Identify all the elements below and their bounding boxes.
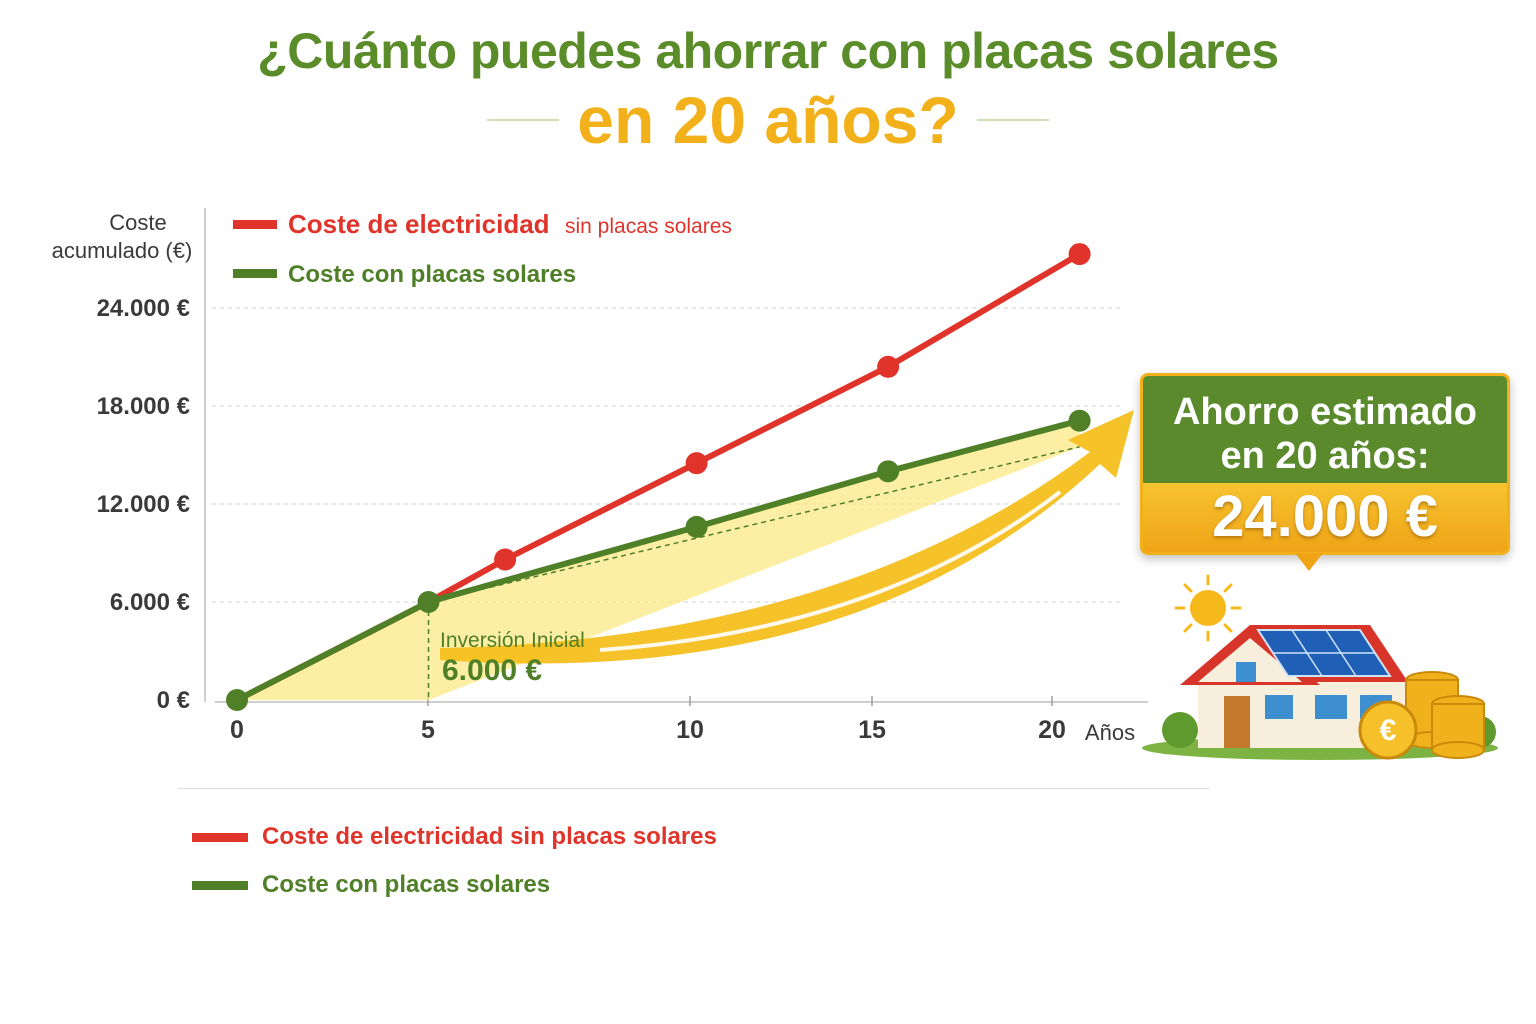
- page-title: ¿Cuánto puedes ahorrar con placas solare…: [257, 23, 1279, 79]
- solar-panel-icon: [1256, 629, 1392, 677]
- y-tick-label: 6.000 €: [110, 589, 190, 616]
- legend-swatch-green: [233, 269, 277, 278]
- legend-swatch-red: [233, 220, 277, 229]
- x-tick-label: 10: [676, 716, 704, 744]
- x-tick-label: 15: [858, 716, 886, 744]
- red-data-point: [877, 355, 900, 378]
- x-tick-label: 0: [230, 716, 244, 744]
- coin-label: €: [1380, 714, 1397, 747]
- callout-amount: 24.000 €: [1140, 483, 1510, 555]
- y-tick-label: 24.000 €: [97, 295, 190, 322]
- callout-pointer: [1295, 553, 1323, 571]
- bottom-legend-item-red: Coste de electricidad sin placas solares: [192, 823, 717, 851]
- red-data-point: [1068, 243, 1091, 266]
- legend-swatch-red: [192, 832, 248, 842]
- callout-line1: Ahorro estimado: [1172, 391, 1478, 433]
- legend-swatch-green: [192, 880, 248, 890]
- annotation-label: Inversión Inicial: [440, 629, 585, 652]
- x-axis-label: Años: [1085, 720, 1135, 745]
- red-data-point: [685, 452, 708, 475]
- y-axis-label-line2: acumulado (€): [52, 238, 193, 263]
- green-data-point: [877, 460, 900, 483]
- trend-line: [428, 446, 1080, 603]
- solar-house-illustration: €: [1142, 574, 1498, 760]
- bottom-legend-label-red: Coste de electricidad sin placas solares: [262, 823, 717, 850]
- page-subtitle-row: en 20 años?: [0, 82, 1536, 158]
- green-data-point: [1068, 409, 1091, 432]
- legend-label-red: Coste de electricidad: [288, 209, 550, 239]
- annotation-value: 6.000 €: [442, 654, 542, 687]
- red-data-point: [494, 548, 517, 571]
- y-tick-label: 0 €: [157, 687, 190, 714]
- callout-header: Ahorro estimado en 20 años:: [1140, 373, 1510, 483]
- y-axis-label-line1: Coste: [109, 210, 166, 235]
- green-data-point: [226, 689, 248, 711]
- title-rule-right: [976, 119, 1049, 121]
- section-divider: [178, 788, 1210, 789]
- callout-line2: en 20 años:: [1220, 435, 1430, 477]
- green-data-point: [417, 591, 440, 613]
- bottom-legend-label-green: Coste con placas solares: [262, 871, 551, 898]
- y-tick-label: 12.000 €: [97, 491, 190, 518]
- savings-area: [237, 420, 1080, 700]
- bottom-legend-item-green: Coste con placas solares: [192, 871, 550, 899]
- legend-label-red-sub: sin placas solares: [565, 215, 732, 238]
- title-rule-left: [487, 119, 560, 121]
- savings-callout: Ahorro estimado en 20 años: 24.000 €: [1140, 373, 1510, 571]
- green-data-point: [685, 515, 708, 538]
- x-tick-label: 20: [1038, 716, 1066, 744]
- euro-coin-icon: €: [1358, 671, 1485, 760]
- legend-label-green: Coste con placas solares: [288, 261, 576, 288]
- x-tick-label: 5: [421, 716, 435, 744]
- page-subtitle: en 20 años?: [577, 83, 959, 157]
- sun-icon: [1174, 574, 1242, 642]
- savings-arrow-highlight: [599, 490, 1062, 652]
- y-tick-label: 18.000 €: [97, 393, 190, 420]
